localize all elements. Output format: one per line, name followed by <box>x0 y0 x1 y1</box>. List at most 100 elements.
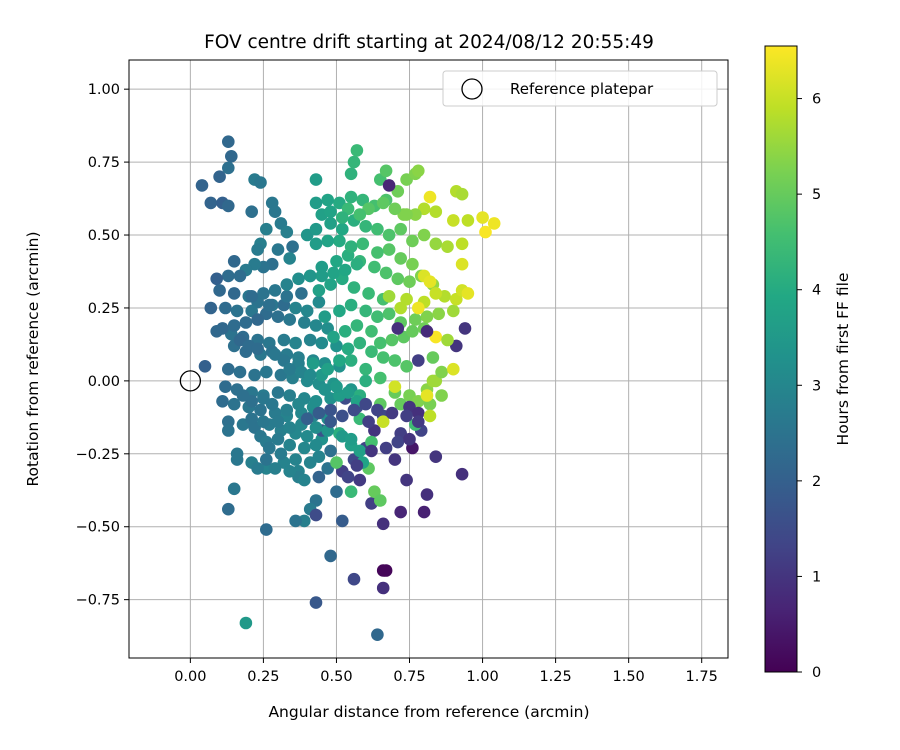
data-point <box>245 205 258 218</box>
reference-marker-layer <box>179 370 202 392</box>
colorbar-tick-label: 2 <box>812 474 821 490</box>
data-point <box>222 424 235 437</box>
data-point <box>289 514 302 528</box>
data-point <box>347 572 361 586</box>
data-point <box>379 164 393 178</box>
y-tick-label: 0.25 <box>88 301 120 317</box>
data-point <box>441 240 454 253</box>
data-point <box>406 325 419 338</box>
data-point <box>423 275 437 289</box>
data-point <box>341 342 355 356</box>
y-tick-label: 1.00 <box>88 82 120 98</box>
data-point <box>371 246 384 259</box>
data-point <box>321 193 335 207</box>
data-point <box>227 287 241 300</box>
data-point <box>309 196 323 210</box>
y-tick-label: 0.75 <box>88 155 120 171</box>
data-point <box>371 222 384 236</box>
data-point <box>412 406 425 420</box>
data-point <box>271 386 285 399</box>
data-point <box>374 336 387 350</box>
chart-title: FOV centre drift starting at 2024/08/12 … <box>204 32 654 53</box>
data-point <box>338 263 352 277</box>
data-point <box>321 362 335 376</box>
y-tick-label: 0.50 <box>88 228 120 244</box>
data-point <box>400 360 413 373</box>
data-point <box>400 208 413 221</box>
data-point <box>432 307 446 321</box>
colorbar-tick-label: 6 <box>812 92 821 108</box>
data-point <box>347 281 361 294</box>
data-point <box>298 316 311 329</box>
data-point <box>394 252 408 265</box>
data-point <box>309 596 323 609</box>
data-point <box>391 322 405 335</box>
data-point <box>429 237 443 251</box>
data-point <box>280 278 294 291</box>
data-point <box>318 383 332 396</box>
data-point <box>435 365 448 379</box>
data-point <box>222 161 235 175</box>
data-point <box>420 325 434 338</box>
colorbar-ticks: 0 1 2 3 4 5 6 <box>797 92 821 681</box>
data-point <box>455 187 469 201</box>
data-point <box>455 257 469 271</box>
data-point <box>300 412 314 426</box>
data-point <box>365 435 378 449</box>
data-point <box>239 316 253 329</box>
data-point <box>239 616 253 630</box>
data-point <box>344 432 358 446</box>
data-point <box>233 269 247 283</box>
data-point <box>330 456 343 469</box>
data-point <box>359 362 373 376</box>
data-point <box>292 397 305 411</box>
data-point <box>283 362 297 376</box>
data-point <box>338 325 352 338</box>
data-point <box>455 467 469 481</box>
data-point <box>312 470 326 484</box>
x-tick-label: 1.50 <box>613 669 645 685</box>
data-point <box>227 254 241 268</box>
data-point <box>248 368 261 382</box>
data-point <box>300 304 314 318</box>
data-point <box>347 155 361 169</box>
data-point <box>359 374 373 388</box>
data-point <box>371 628 384 641</box>
data-point <box>420 310 434 324</box>
data-point <box>260 462 273 475</box>
data-point <box>213 170 226 183</box>
data-point <box>236 389 250 402</box>
data-point <box>376 581 390 595</box>
data-point <box>216 395 229 408</box>
data-point <box>283 438 297 452</box>
data-point <box>388 380 402 394</box>
data-point <box>298 514 311 528</box>
colorbar-gradient <box>764 45 798 673</box>
data-point <box>406 234 419 248</box>
data-point <box>461 287 475 300</box>
y-tick-label: −0.75 <box>76 593 120 609</box>
data-point <box>406 257 419 271</box>
data-point <box>257 415 270 429</box>
data-point <box>225 150 238 163</box>
data-point <box>283 465 297 478</box>
data-point <box>353 444 367 458</box>
data-point <box>403 432 416 446</box>
data-point <box>447 362 460 376</box>
data-point <box>353 473 367 487</box>
data-point <box>385 406 399 420</box>
data-point <box>353 208 367 221</box>
data-point <box>359 220 373 233</box>
data-point <box>333 354 346 367</box>
data-point <box>309 237 323 251</box>
colorbar-tick-label: 5 <box>812 187 821 203</box>
data-point <box>394 222 408 236</box>
colorbar: 0 1 2 3 4 5 6 Hours from first FF file <box>764 45 852 681</box>
data-point <box>412 301 425 315</box>
data-point <box>324 403 337 417</box>
data-point <box>298 473 311 487</box>
data-point <box>324 205 337 218</box>
data-point <box>365 325 378 338</box>
data-point <box>309 438 323 452</box>
